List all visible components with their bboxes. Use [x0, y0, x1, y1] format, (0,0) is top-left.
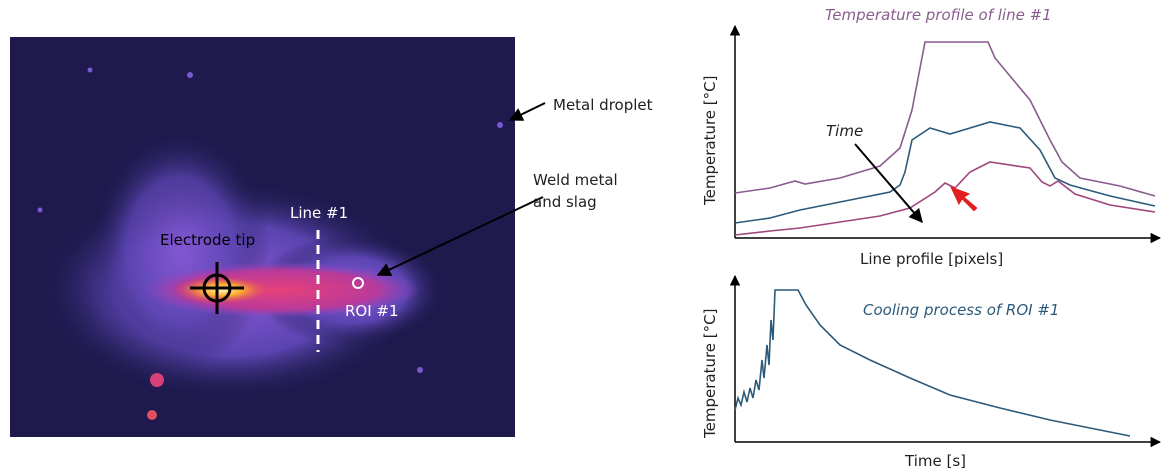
roi-marker [352, 277, 364, 289]
y-label: Temperature [°C] [701, 309, 719, 439]
arrow [376, 196, 544, 276]
crosshair [190, 262, 244, 314]
y-label: Temperature [°C] [701, 76, 719, 206]
profile-curve [734, 161, 1156, 236]
chart-title: Temperature profile of line #1 [825, 6, 1052, 24]
cooling-curve [734, 289, 1131, 437]
weld-label: Weld metal [533, 171, 618, 189]
profile-axes [729, 24, 1162, 244]
time-label: Time [826, 122, 863, 140]
arrow [508, 102, 546, 121]
electrode-label: Electrode tip [160, 231, 255, 249]
time-arrow [854, 143, 923, 224]
thermal-image [10, 37, 515, 437]
chart-title: Cooling process of ROI #1 [863, 301, 1059, 319]
weld-label: and slag [533, 193, 597, 211]
roi-label: ROI #1 [345, 302, 399, 320]
droplet-label: Metal droplet [553, 96, 653, 114]
red-arrow [950, 186, 978, 212]
profile-curve [734, 121, 1156, 224]
cooling-axes [729, 274, 1162, 448]
profile-curve [734, 41, 1156, 197]
line-label: Line #1 [290, 204, 348, 222]
x-label: Time [s] [904, 452, 966, 470]
x-label: Line profile [pixels] [860, 250, 1003, 268]
